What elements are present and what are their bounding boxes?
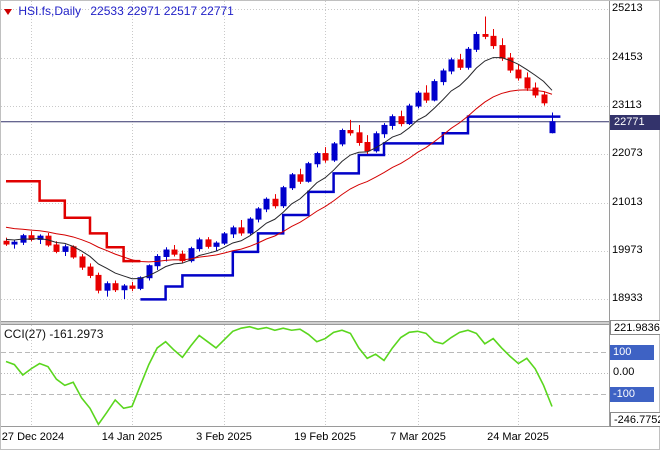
- cci-min-label: -246.7752: [610, 412, 660, 427]
- price-axis-label: 21013: [612, 196, 643, 208]
- price-axis-label: 23113: [612, 99, 642, 111]
- price-axis-label: 18933: [612, 292, 643, 304]
- current-price-label: 22771: [610, 115, 660, 130]
- date-label: 3 Feb 2025: [196, 431, 252, 443]
- date-label: 14 Jan 2025: [101, 431, 163, 443]
- indicator-label: CCI(27) -161.2973: [4, 327, 104, 341]
- price-axis-label: 19973: [612, 244, 643, 256]
- cci-zero-label: 0.00: [613, 366, 635, 378]
- date-label: 24 Mar 2025: [487, 431, 549, 443]
- symbol-timeframe-label: HSI.fs,Daily: [18, 4, 82, 18]
- symbol-marker-icon: [4, 8, 12, 15]
- cci-max-label: 221.9836: [610, 320, 660, 335]
- date-label: 19 Feb 2025: [294, 431, 356, 443]
- chart-title: HSI.fs,Daily 22533 22971 22517 22771: [4, 4, 234, 18]
- price-axis-label: 24153: [612, 51, 643, 63]
- date-label: 7 Mar 2025: [390, 431, 446, 443]
- cci-level-label: -100: [610, 387, 654, 402]
- price-axis-label: 25213: [612, 2, 643, 14]
- date-label: 27 Dec 2024: [1, 431, 65, 443]
- ohlc-values: 22533 22971 22517 22771: [90, 4, 234, 18]
- price-axis-label: 22073: [612, 147, 643, 159]
- cci-level-label: 100: [610, 345, 654, 360]
